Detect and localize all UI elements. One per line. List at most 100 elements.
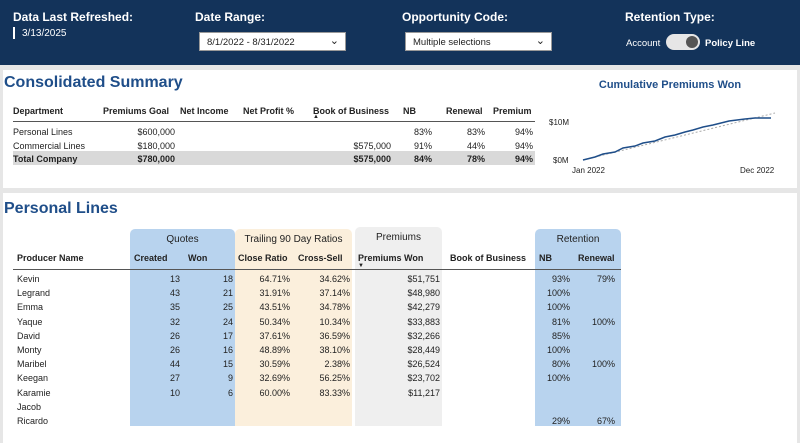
cell: 26 — [169, 330, 180, 341]
cell: $26,524 — [407, 359, 440, 370]
cell: 15 — [222, 359, 233, 370]
cell: Maribel — [17, 359, 47, 370]
group-header: Quotes — [166, 234, 199, 245]
quotes-band — [130, 229, 235, 426]
total-row-bg — [13, 151, 535, 165]
cell: 2.38% — [324, 359, 350, 370]
cell: 10.34% — [319, 316, 350, 327]
cell: 100% — [546, 373, 570, 384]
sort-arrow: ▼ — [358, 263, 364, 269]
cell: 94% — [514, 127, 533, 137]
column-header: Book of Business — [450, 253, 527, 263]
cell: David — [17, 330, 41, 341]
cell: 100% — [546, 288, 570, 299]
column-header: NB — [539, 253, 552, 263]
cell: 30.59% — [259, 359, 290, 370]
cell: Personal Lines — [13, 127, 73, 137]
chevron: ⌄ — [329, 35, 339, 47]
opportunity-dropdown[interactable]: Multiple selections ⌄ — [405, 32, 552, 51]
cell: 24 — [222, 316, 233, 327]
y-tick-label: $0M — [553, 156, 569, 165]
sort-arrow: ▲ — [313, 114, 319, 120]
cell: Karamie — [17, 387, 51, 398]
cell: 48.89% — [259, 345, 290, 355]
total-cell: Total Company — [13, 154, 78, 164]
cell: 100% — [591, 359, 615, 370]
cell: 44 — [169, 359, 180, 370]
retention-label: Retention Type: — [625, 10, 715, 24]
cell: 83% — [466, 127, 485, 137]
toggle-left: Account — [626, 38, 661, 49]
cell: 16 — [222, 345, 233, 355]
cell: 79% — [596, 274, 615, 284]
cell: 56.25% — [319, 373, 350, 384]
accent-bar — [13, 27, 15, 39]
cell: $48,980 — [407, 288, 440, 299]
cell: $42,279 — [407, 302, 440, 313]
cell: Ricardo — [17, 416, 49, 426]
cell: 80% — [551, 359, 570, 370]
cell: 60.00% — [259, 387, 290, 398]
cell: 18 — [222, 274, 233, 284]
column-header: Producer Name — [17, 253, 84, 263]
header-rule — [13, 269, 621, 270]
cell: $33,883 — [407, 316, 440, 327]
toggle-knob — [686, 36, 698, 48]
retention-band — [535, 229, 621, 426]
cell: 34.62% — [319, 274, 350, 284]
cell: Monty — [17, 345, 42, 355]
cell: Kevin — [17, 274, 40, 284]
cell: 64.71% — [259, 274, 290, 284]
cell: 32.69% — [259, 373, 290, 384]
column-header: Won — [188, 253, 208, 263]
cell: 35 — [169, 302, 180, 313]
cell: 81% — [551, 316, 570, 327]
refreshed-label: Data Last Refreshed: — [13, 10, 134, 24]
cell: 10 — [169, 387, 180, 398]
total-cell: $780,000 — [137, 154, 175, 164]
column-header: Premium — [493, 106, 532, 116]
column-header: Created — [134, 253, 168, 263]
toggle[interactable] — [666, 34, 700, 50]
total-cell: 94% — [514, 154, 533, 164]
cell: 6 — [227, 387, 233, 398]
cell: $28,449 — [407, 345, 440, 355]
cell: 9 — [227, 373, 233, 384]
cell: 36.59% — [319, 330, 350, 341]
cell: $600,000 — [137, 127, 175, 137]
column-header: NB — [403, 106, 416, 116]
chart-title: Cumulative Premiums Won — [598, 79, 742, 91]
column-header: Cross-Sell — [298, 253, 343, 263]
cell: 83.33% — [319, 387, 350, 398]
date-range-label: Date Range: — [195, 10, 266, 24]
column-header: Renewal — [446, 106, 483, 116]
cell: 34.78% — [319, 302, 350, 313]
cell: 44% — [466, 141, 485, 151]
cell: $575,000 — [353, 141, 391, 151]
date-range-dropdown[interactable]: 8/1/2022 - 8/31/2022 ⌄ — [199, 32, 346, 51]
column-header: Department — [13, 106, 64, 116]
cell: 100% — [591, 316, 615, 327]
date-range-value: 8/1/2022 - 8/31/2022 — [207, 37, 295, 48]
cell: 67% — [596, 416, 615, 426]
cell: 17 — [222, 330, 233, 341]
personal-title: Personal Lines — [4, 200, 118, 217]
cell: $32,266 — [407, 330, 440, 341]
refreshed-value: 3/13/2025 — [22, 28, 67, 39]
filter-bar — [0, 0, 800, 65]
cell: 29% — [551, 416, 570, 426]
cell: 85% — [551, 330, 570, 341]
column-header: Premiums Won — [358, 253, 424, 263]
summary-title: Consolidated Summary — [4, 74, 183, 91]
premiums-band — [355, 227, 442, 426]
header-rule — [13, 121, 535, 122]
column-header: Book of Business — [313, 106, 390, 116]
column-header: Close Ratio — [238, 253, 288, 263]
cell: Jacob — [17, 401, 42, 412]
total-cell: 84% — [413, 154, 432, 164]
cell: 13 — [169, 274, 180, 284]
x-tick-label: Dec 2022 — [740, 166, 775, 175]
cell: $51,751 — [407, 274, 440, 284]
group-header: Retention — [556, 234, 600, 245]
